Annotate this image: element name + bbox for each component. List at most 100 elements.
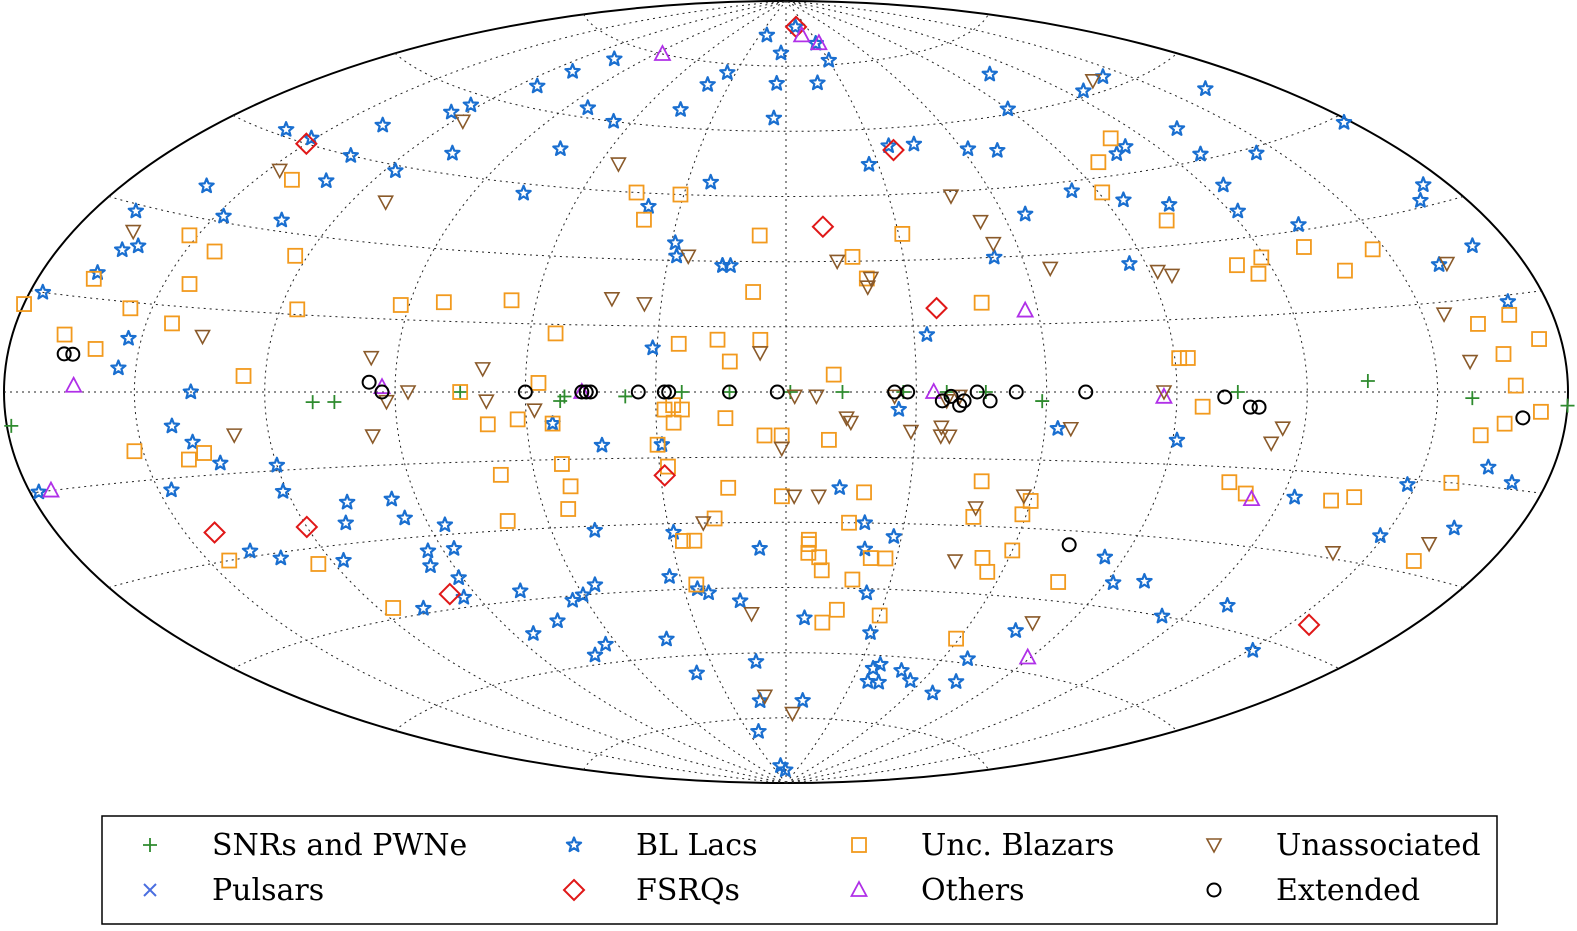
bl-lacs-marker [989,142,1006,158]
unc-blazars-marker [554,456,570,472]
bl-lacs-marker [1115,191,1132,208]
bl-lacs-marker [163,481,180,498]
legend-box [101,815,1498,925]
bl-lacs-marker [672,101,689,117]
unassociated-marker [1420,537,1438,553]
extended-marker [1515,410,1531,426]
unc-blazars-marker [649,436,666,453]
others-marker [809,33,828,51]
bl-lacs-marker [198,177,215,194]
extended-marker [952,397,968,413]
grid-parallel [108,521,1464,588]
extended-marker [887,384,903,400]
unc-blazars-marker [1094,184,1111,201]
unassociated-marker [1041,261,1059,278]
bl-lacs-marker [1446,519,1463,536]
unassociated-marker [1084,73,1102,90]
unc-blazars-marker [1533,403,1549,420]
bl-lacs-marker [1286,488,1303,505]
unc-blazars-marker [717,410,734,427]
unc-blazars-marker [221,552,238,569]
unc-blazars-marker [800,544,817,561]
unc-blazars-marker [814,614,831,631]
bl-lacs-marker [1335,113,1353,130]
unc-blazars-marker [1337,262,1353,279]
bl-lacs-marker [719,64,736,80]
unc-blazars-marker [385,600,402,616]
bl-lacs-marker [120,329,137,346]
bl-lacs-marker [1372,527,1389,543]
unc-blazars-marker [1296,239,1312,255]
legend-items: SNRs and PWNe Pulsars BL Lacs FSRQs Unc. Bla… [143,828,1481,908]
bl-lacs-marker [1464,237,1481,253]
bl-lacs-marker [1049,420,1067,436]
bl-lacs-marker [658,630,675,647]
unassociated-marker [478,394,495,410]
bl-lacs-marker [860,155,878,172]
unassociated-marker [364,429,382,445]
bl-lacs-marker [512,582,529,599]
bl-lacs-marker [885,528,902,544]
unassociated-marker [786,389,804,406]
extended-marker [1061,537,1077,553]
extended-marker [1078,384,1094,400]
series-extended [56,346,1531,553]
unc-blazars-marker [844,571,861,588]
unc-blazars-marker [16,296,32,312]
grid-meridian [785,0,1048,784]
unc-blazars-marker [1022,493,1039,509]
unc-blazars-marker [85,270,102,287]
bl-lacs-marker [688,664,705,681]
bl-lacs-marker [731,592,749,609]
unassociated-marker [842,415,860,432]
unc-blazars-marker [289,301,306,318]
series-bl-lacs [30,18,1521,778]
grid-meridian [524,0,787,784]
others-marker [1242,489,1261,507]
unc-blazars-marker [530,375,547,391]
unc-blazars-marker [1495,346,1512,362]
unassociated-marker [124,224,142,241]
legend-marker-fsrqs [562,878,586,902]
unc-blazars-marker [821,431,837,448]
unc-blazars-marker [1496,415,1513,432]
bl-lacs-marker [1415,176,1432,192]
others-marker [1154,386,1173,404]
bl-lacs-marker [1096,548,1114,565]
bl-lacs-marker [905,135,923,152]
legend-entry-unc-blazars: Unc. Blazars [851,828,1114,863]
unassociated-marker [773,441,791,458]
unc-blazars-marker [544,415,561,432]
snrs-and-pwne-marker [327,395,342,410]
series-unassociated [124,73,1479,723]
fsrqs-marker [925,296,948,320]
unc-blazars-marker [660,458,676,475]
extended-marker [361,374,377,390]
legend-entry-extended: Extended [1206,873,1420,908]
snrs-and-pwne-marker [1560,398,1575,413]
unc-blazars-marker [122,300,139,317]
unc-blazars-marker [509,411,526,428]
bl-lacs-marker [34,283,52,300]
unc-blazars-marker [1346,489,1363,506]
bl-lacs-marker [450,569,467,585]
bl-lacs-marker [564,591,581,608]
grid-meridian [655,0,787,784]
bl-lacs-marker [653,436,671,452]
bl-lacs-marker [1117,138,1134,154]
bl-lacs-marker [241,542,259,559]
unc-blazars-marker [751,227,768,244]
unc-blazars-marker [560,501,577,517]
unc-blazars-marker [503,292,520,309]
bl-lacs-marker [1244,641,1261,658]
bl-lacs-marker [1503,474,1521,490]
bl-lacs-marker [959,650,976,666]
legend-marker-snrs-and-pwne [143,838,157,852]
unassociated-marker [828,254,846,271]
unc-blazars-marker [287,247,304,264]
unc-blazars-marker [492,466,509,483]
bl-lacs-marker [445,540,463,556]
legend-entry-bl-lacs: BL Lacs [565,828,758,863]
unassociated-marker [984,236,1002,253]
legend-label: Unassociated [1276,828,1481,863]
